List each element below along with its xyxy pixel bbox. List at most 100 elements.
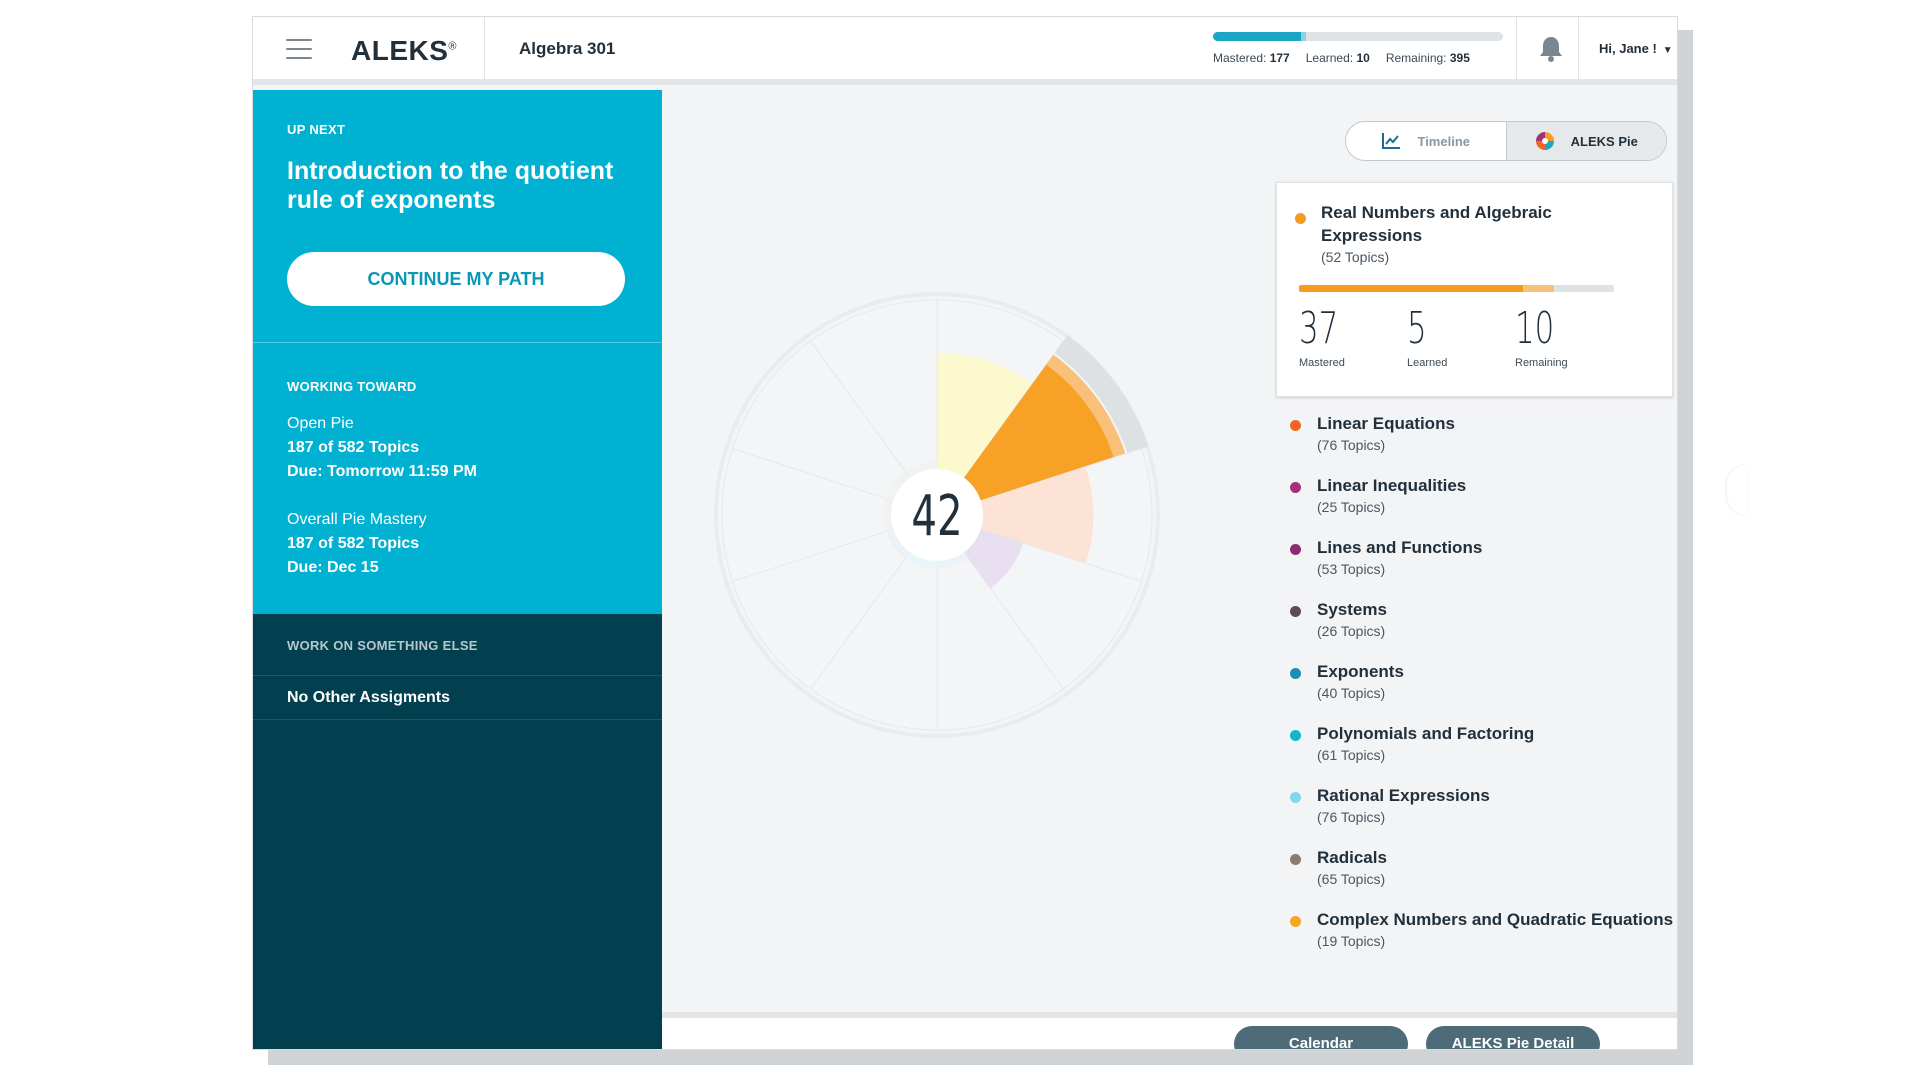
up-next-panel: UP NEXT Introduction to the quotient rul…: [253, 90, 662, 342]
legend-item[interactable]: Radicals (65 Topics): [1287, 846, 1673, 908]
pie-slice-mastered[interactable]: [937, 352, 1033, 478]
legend-item-name: Systems: [1317, 600, 1387, 619]
pie-slice-mastered[interactable]: [905, 461, 937, 478]
calendar-button[interactable]: Calendar: [1234, 1026, 1408, 1049]
pie-legend: Linear Equations (76 Topics) Linear Inequa…: [1287, 412, 1673, 988]
legend-item-topics: (25 Topics): [1317, 499, 1386, 515]
user-menu[interactable]: Hi, Jane ! ▼: [1599, 41, 1673, 56]
legend-color-dot: [1290, 544, 1301, 555]
legend-item-name: Linear Inequalities: [1317, 476, 1467, 495]
legend-item[interactable]: Linear Equations (76 Topics): [1287, 412, 1673, 474]
pie-slice-mastered[interactable]: [886, 471, 910, 501]
learned-label: Learned: [1407, 357, 1448, 369]
app-window: ALEKS® Algebra 301 Mastered: 177 Learned…: [252, 16, 1678, 1050]
main-content: Timeline ALEKS Pie 42 Real Numbers and A…: [662, 90, 1677, 1012]
mastered-value: 37: [1299, 303, 1339, 354]
pie-slice-mastered[interactable]: [980, 466, 1094, 564]
legend-color-dot: [1290, 606, 1301, 617]
learned-value: 5: [1407, 303, 1427, 354]
remaining-value: 10: [1515, 303, 1555, 354]
legend-color-dot: [1290, 916, 1301, 927]
legend-color-dot: [1290, 420, 1301, 431]
legend-item-topics: (53 Topics): [1317, 561, 1386, 577]
work-else-panel: WORK ON SOMETHING ELSE No Other Assigmen…: [253, 614, 662, 720]
course-progress: Mastered: 177 Learned: 10 Remaining: 395: [1213, 32, 1503, 65]
footer-bar: Calendar ALEKS Pie Detail: [662, 1012, 1677, 1049]
learned-stat: Learned: 10: [1305, 51, 1370, 65]
aleks-pie-detail-button[interactable]: ALEKS Pie Detail: [1426, 1026, 1600, 1049]
legend-color-dot: [1290, 792, 1301, 803]
legend-item-name: Linear Equations: [1317, 414, 1455, 433]
legend-item[interactable]: Polynomials and Factoring (61 Topics): [1287, 722, 1673, 784]
slice-color-dot: [1295, 213, 1306, 224]
legend-item[interactable]: Exponents (40 Topics): [1287, 660, 1673, 722]
pie-slice-mastered[interactable]: [886, 529, 910, 559]
mastered-stat: Mastered: 177: [1213, 51, 1290, 65]
tab-aleks-pie[interactable]: ALEKS Pie: [1505, 122, 1666, 160]
pie-icon: [1535, 132, 1554, 150]
legend-item-name: Complex Numbers and Quadratic Equations: [1317, 910, 1674, 929]
goal-due: Due: Dec 15: [287, 559, 379, 576]
side-drawer-handle[interactable]: [1727, 465, 1747, 515]
menu-icon[interactable]: [286, 39, 312, 61]
legend-item-topics: (19 Topics): [1317, 933, 1386, 949]
continue-my-path-button[interactable]: CONTINUE MY PATH: [287, 252, 625, 306]
legend-color-dot: [1290, 482, 1301, 493]
pie-center-value: 42: [911, 483, 962, 548]
up-next-label: UP NEXT: [287, 122, 346, 137]
legend-item-name: Exponents: [1317, 662, 1404, 681]
legend-item-name: Lines and Functions: [1317, 538, 1483, 557]
work-else-label: WORK ON SOMETHING ELSE: [253, 614, 662, 676]
goal-due: Due: Tomorrow 11:59 PM: [287, 463, 477, 480]
mastered-segment: [1299, 285, 1524, 292]
progress-stats: Mastered: 177 Learned: 10 Remaining: 395: [1213, 51, 1503, 65]
legend-item-topics: (76 Topics): [1317, 437, 1386, 453]
legend-item[interactable]: Lines and Functions (53 Topics): [1287, 536, 1673, 598]
legend-item-topics: (65 Topics): [1317, 871, 1386, 887]
slice-title: Real Numbers and Algebraic Expressions: [1321, 203, 1552, 245]
legend-item[interactable]: Complex Numbers and Quadratic Equations (…: [1287, 908, 1673, 988]
slice-detail-card: Real Numbers and Algebraic Expressions (…: [1276, 182, 1673, 397]
legend-item[interactable]: Rational Expressions (76 Topics): [1287, 784, 1673, 846]
working-toward-label: WORKING TOWARD: [287, 379, 417, 394]
pie-center: [891, 469, 983, 561]
header-divider: [1578, 17, 1579, 85]
header-divider: [1516, 17, 1517, 85]
legend-item[interactable]: Systems (26 Topics): [1287, 598, 1673, 660]
aleks-logo: ALEKS®: [351, 35, 458, 66]
goal-overall-mastery: Overall Pie Mastery 187 of 582 Topics Du…: [287, 508, 628, 580]
legend-color-dot: [1290, 668, 1301, 679]
legend-item-name: Rational Expressions: [1317, 786, 1490, 805]
pie-slice-mastered[interactable]: [883, 498, 894, 532]
goal-name: Overall Pie Mastery: [287, 511, 427, 528]
sidebar: UP NEXT Introduction to the quotient rul…: [253, 90, 662, 1049]
chevron-down-icon: ▼: [1662, 45, 1673, 56]
remaining-count: 10 Remaining: [1515, 303, 1623, 369]
goal-name: Open Pie: [287, 415, 354, 432]
goal-progress: 187 of 582 Topics: [287, 535, 420, 552]
remaining-stat: Remaining: 395: [1385, 51, 1470, 65]
goal-progress: 187 of 582 Topics: [287, 439, 420, 456]
legend-item-topics: (26 Topics): [1317, 623, 1386, 639]
header-divider: [484, 17, 485, 85]
user-greeting: Hi, Jane !: [1599, 41, 1657, 56]
view-toggle: Timeline ALEKS Pie: [1345, 121, 1667, 161]
pie-slice-learned: [1046, 354, 1126, 458]
course-progress-bar: [1213, 32, 1503, 41]
legend-item-name: Radicals: [1317, 848, 1387, 867]
tab-timeline[interactable]: Timeline: [1346, 122, 1506, 160]
pie-slice-mastered[interactable]: [937, 552, 969, 569]
pie-slice-mastered[interactable]: [964, 364, 1114, 501]
legend-item[interactable]: Linear Inequalities (25 Topics): [1287, 474, 1673, 536]
learned-segment: [1301, 32, 1307, 41]
top-bar: ALEKS® Algebra 301 Mastered: 177 Learned…: [253, 17, 1677, 85]
aleks-pie-chart[interactable]: 42: [702, 280, 1172, 750]
pie-slice-mastered[interactable]: [905, 552, 937, 569]
bell-icon[interactable]: [1535, 33, 1567, 65]
learned-count: 5 Learned: [1407, 303, 1515, 369]
legend-color-dot: [1290, 730, 1301, 741]
pie-slice-mastered[interactable]: [964, 529, 1024, 589]
tab-timeline-label: Timeline: [1417, 133, 1470, 149]
legend-item-topics: (61 Topics): [1317, 747, 1386, 763]
legend-item-topics: (76 Topics): [1317, 809, 1386, 825]
